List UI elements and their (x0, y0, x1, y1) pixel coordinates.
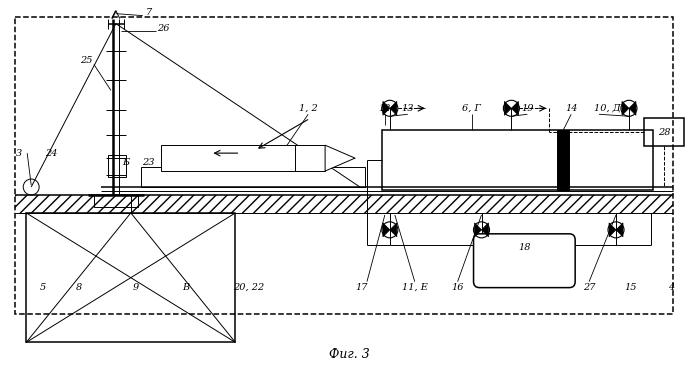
Text: 18: 18 (518, 243, 530, 252)
Text: 8: 8 (76, 283, 82, 292)
Text: 17: 17 (356, 283, 369, 292)
Text: 1, 2: 1, 2 (299, 104, 318, 113)
Text: Фиг. 3: Фиг. 3 (329, 348, 369, 361)
Text: 10, Д: 10, Д (594, 104, 621, 113)
Text: 6, Г: 6, Г (462, 104, 481, 113)
Text: 25: 25 (80, 56, 92, 65)
Bar (644, 118, 684, 146)
Polygon shape (390, 101, 397, 115)
Polygon shape (609, 223, 616, 237)
Text: 13: 13 (401, 104, 414, 113)
Polygon shape (622, 101, 629, 115)
Polygon shape (390, 223, 397, 237)
Polygon shape (482, 223, 489, 237)
Text: 19: 19 (521, 104, 533, 113)
Polygon shape (616, 223, 623, 237)
Polygon shape (383, 101, 390, 115)
Text: 11, Е: 11, Е (402, 283, 428, 292)
Text: Б: Б (122, 158, 129, 166)
Text: 4: 4 (668, 283, 674, 292)
Text: 20, 22: 20, 22 (232, 283, 264, 292)
Polygon shape (629, 101, 636, 115)
Text: 5: 5 (40, 283, 46, 292)
Text: 16: 16 (452, 283, 464, 292)
Text: В: В (182, 283, 189, 292)
Bar (295, 145, 325, 171)
Bar (15, 16, 673, 314)
Bar (108, 155, 126, 177)
Text: 15: 15 (625, 283, 637, 292)
Text: 23: 23 (142, 158, 155, 166)
Bar (557, 130, 569, 190)
Text: 7: 7 (146, 8, 152, 17)
FancyBboxPatch shape (473, 234, 575, 288)
Text: 24: 24 (45, 148, 57, 158)
Bar (15, 195, 673, 213)
Text: 14: 14 (565, 104, 577, 113)
Bar (27, 213, 235, 342)
Bar (161, 145, 315, 171)
Polygon shape (475, 223, 482, 237)
Text: 3: 3 (16, 148, 22, 158)
Text: 27: 27 (583, 283, 595, 292)
Text: 26: 26 (158, 24, 170, 33)
Text: 9: 9 (133, 283, 139, 292)
Bar (94, 195, 138, 207)
Polygon shape (512, 101, 519, 115)
Polygon shape (383, 223, 390, 237)
Bar (141, 167, 365, 187)
Polygon shape (505, 101, 512, 115)
Bar (382, 130, 653, 190)
Polygon shape (325, 145, 355, 171)
Text: 12: 12 (378, 104, 391, 113)
Text: 28: 28 (658, 128, 670, 137)
